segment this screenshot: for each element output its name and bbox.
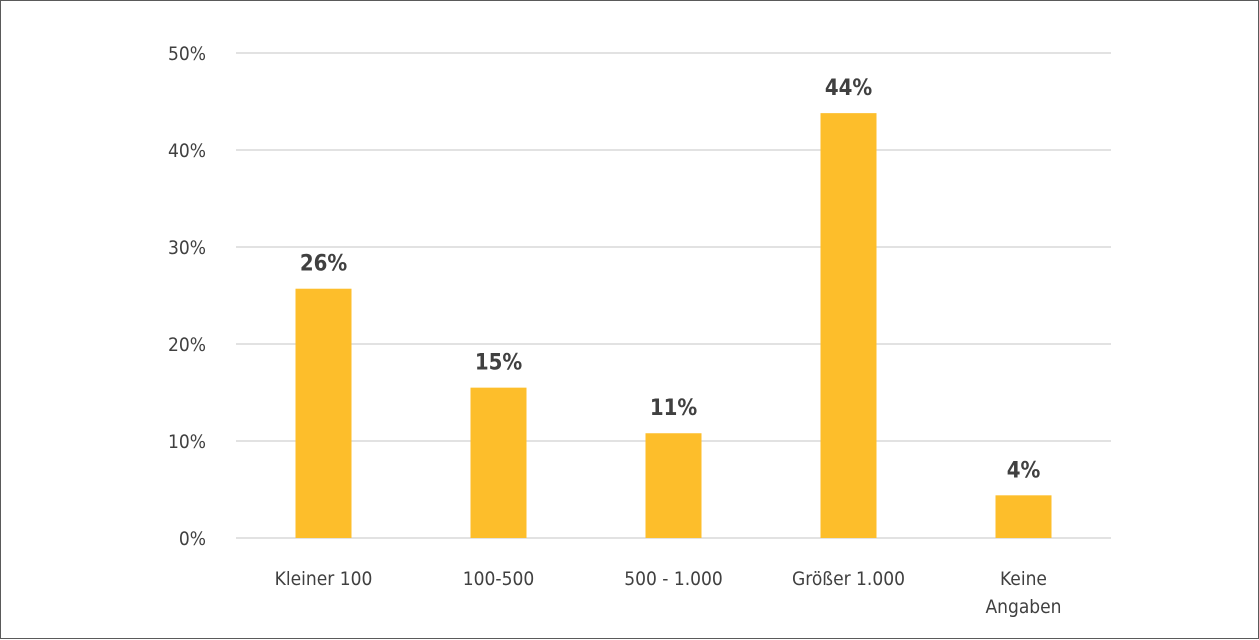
- y-tick-label: 20%: [168, 334, 206, 356]
- bar: [645, 433, 702, 538]
- category-label: 500 - 1.000: [624, 568, 723, 590]
- data-label: 26%: [300, 252, 348, 277]
- category-label: Angaben: [985, 596, 1061, 618]
- category-label: 100-500: [463, 568, 534, 590]
- y-tick-label: 50%: [168, 43, 206, 65]
- bar: [820, 113, 877, 538]
- y-tick-label: 0%: [179, 528, 206, 550]
- x-axis-category-labels: Kleiner 100 100-500 500 - 1.000 Größer 1.00…: [275, 568, 1062, 618]
- gridlines: [236, 52, 1111, 539]
- data-labels: 26% 15% 11% 44% 4%: [300, 76, 1041, 483]
- data-label: 4%: [1007, 458, 1041, 483]
- bar: [995, 495, 1052, 538]
- category-label: Kleiner 100: [275, 568, 373, 590]
- category-label: Größer 1.000: [792, 568, 905, 590]
- y-axis-tick-labels: 0% 10% 20% 30% 40% 50%: [168, 43, 206, 550]
- data-label: 44%: [825, 76, 873, 101]
- bars: [295, 113, 1052, 538]
- bar: [470, 387, 527, 538]
- category-label: Keine: [1000, 568, 1047, 590]
- y-tick-label: 30%: [168, 237, 206, 259]
- y-tick-label: 10%: [168, 431, 206, 453]
- data-label: 11%: [650, 396, 698, 421]
- bar: [295, 288, 352, 538]
- data-label: 15%: [475, 351, 523, 376]
- y-tick-label: 40%: [168, 140, 206, 162]
